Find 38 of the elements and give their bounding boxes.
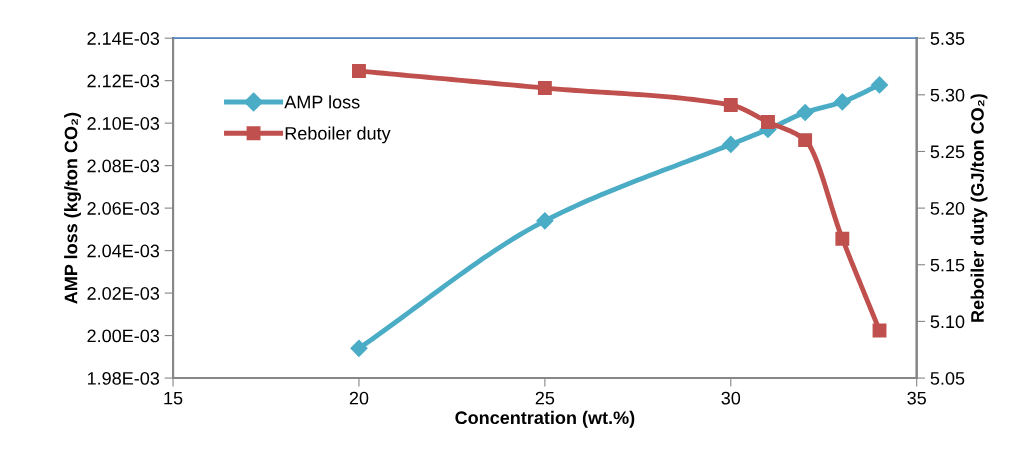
point bbox=[536, 212, 554, 230]
y-tick-label: 2.00E-03 bbox=[87, 329, 160, 343]
point bbox=[796, 103, 814, 122]
point bbox=[350, 339, 368, 357]
point bbox=[761, 115, 775, 129]
x-tick-label: 35 bbox=[907, 391, 926, 405]
y2-tick-label: 5.15 bbox=[930, 258, 965, 272]
x-tick-label: 15 bbox=[164, 391, 183, 405]
y-tick-label: 2.10E-03 bbox=[87, 117, 160, 130]
y-axis-title: AMP loss (kg/ton CO₂) bbox=[64, 112, 82, 304]
x-tick-label: 25 bbox=[535, 391, 555, 405]
y2-tick-label: 5.10 bbox=[930, 315, 965, 329]
y-tick-label: 2.14E-03 bbox=[87, 32, 160, 45]
y2-axis-title: Reboiler duty (GJ/ton CO₂) bbox=[970, 94, 988, 322]
x-tick-label: 20 bbox=[349, 391, 369, 405]
y-tick-label: 2.08E-03 bbox=[87, 159, 160, 173]
point bbox=[723, 98, 738, 112]
point bbox=[798, 133, 813, 148]
y2-tick-label: 5.35 bbox=[930, 32, 965, 45]
y2-tick-label: 5.05 bbox=[930, 371, 965, 385]
point bbox=[722, 135, 740, 153]
point bbox=[537, 81, 552, 95]
legend-label: Reboiler duty bbox=[285, 126, 391, 144]
x-axis-title: Concentration (wt.%) bbox=[455, 410, 635, 428]
y2-tick-label: 5.20 bbox=[930, 202, 965, 215]
y-tick-label: 2.06E-03 bbox=[87, 202, 160, 215]
y-tick-label: 1.98E-03 bbox=[87, 371, 160, 385]
y-tick-label: 2.12E-03 bbox=[87, 74, 160, 88]
y-tick-label: 2.04E-03 bbox=[87, 244, 160, 258]
point bbox=[870, 76, 889, 94]
point bbox=[352, 64, 366, 78]
y2-tick-label: 5.30 bbox=[930, 88, 965, 102]
point bbox=[835, 231, 850, 246]
legend-label: AMP loss bbox=[284, 95, 360, 109]
point bbox=[833, 93, 851, 111]
y2-tick-label: 5.25 bbox=[930, 145, 965, 159]
x-tick-label: 30 bbox=[721, 391, 741, 405]
y-tick-label: 2.02E-03 bbox=[87, 287, 160, 300]
